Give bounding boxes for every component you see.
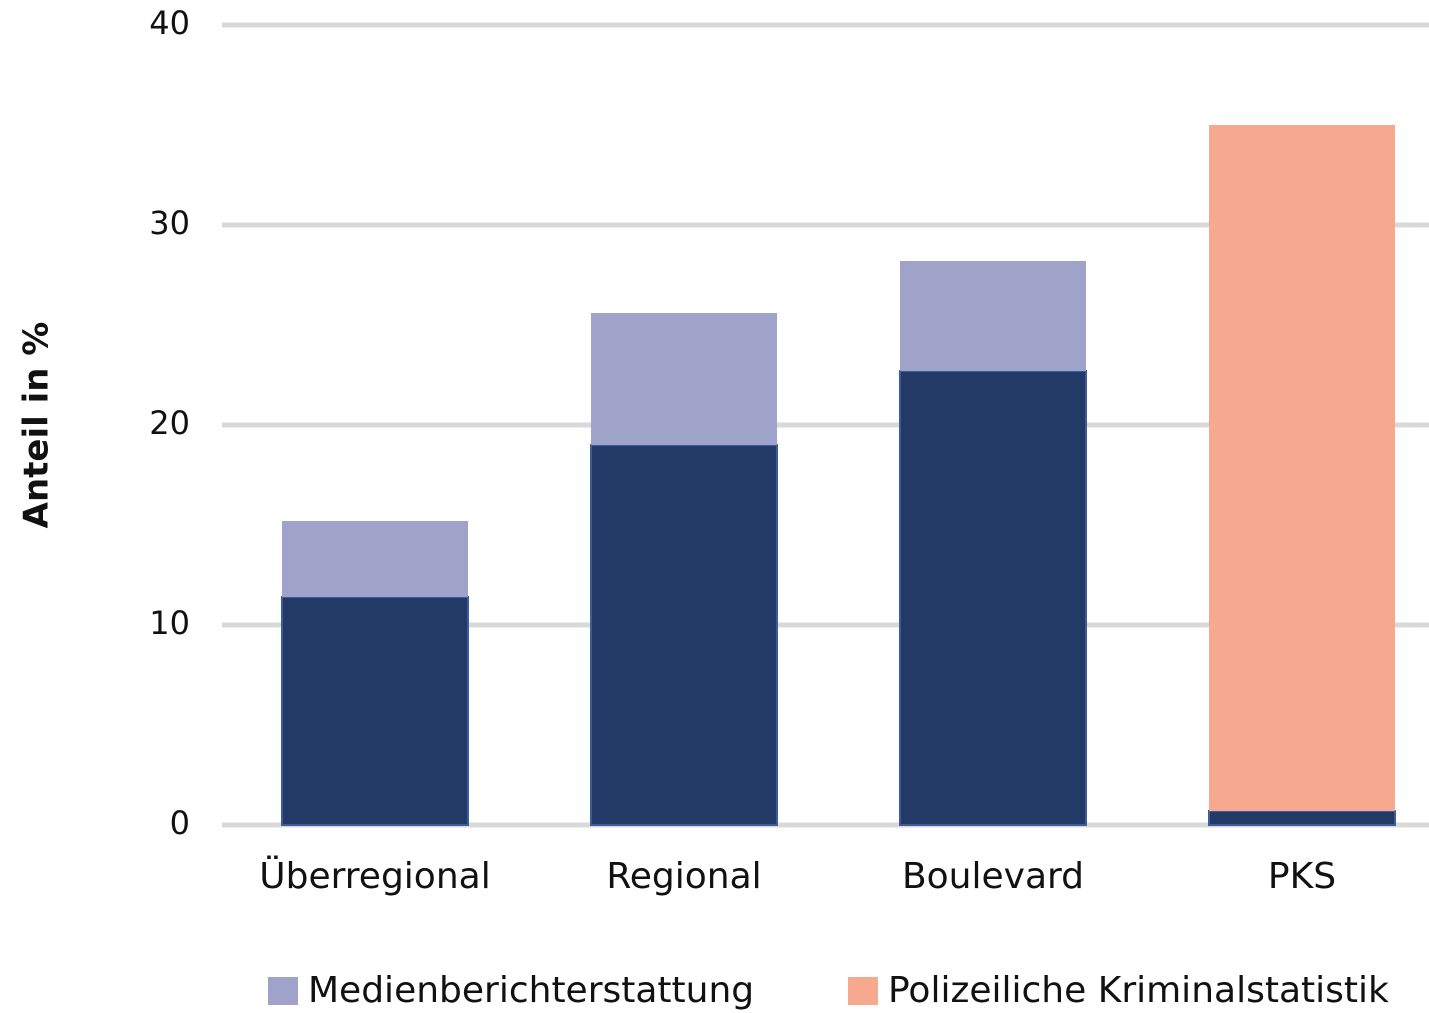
- bar-segment: [281, 596, 469, 826]
- bar-segment: [590, 444, 778, 826]
- y-tick-label: 20: [149, 404, 190, 442]
- bar-segment: [899, 370, 1087, 826]
- legend-label: Medienberichterstattung: [308, 970, 754, 1011]
- x-tick-label: Regional: [606, 856, 761, 897]
- y-axis-label: Anteil in %: [17, 322, 57, 529]
- y-tick-label: 40: [149, 4, 190, 42]
- bar-segment: [1208, 810, 1396, 826]
- legend-label: Polizeiliche Kriminalstatistik: [888, 970, 1389, 1011]
- y-tick-label: 30: [149, 204, 190, 242]
- x-tick-label: PKS: [1268, 856, 1336, 897]
- bar-segment: [900, 261, 1086, 371]
- bar-segment: [1209, 125, 1395, 811]
- x-tick-label: Überregional: [259, 855, 490, 897]
- bar-segment: [591, 313, 777, 445]
- legend-swatch: [268, 977, 298, 1005]
- x-tick-label: Boulevard: [902, 856, 1084, 897]
- legend-swatch: [848, 977, 878, 1005]
- y-tick-label: 0: [170, 804, 190, 842]
- y-tick-label: 10: [149, 604, 190, 642]
- bar-segment: [282, 521, 468, 597]
